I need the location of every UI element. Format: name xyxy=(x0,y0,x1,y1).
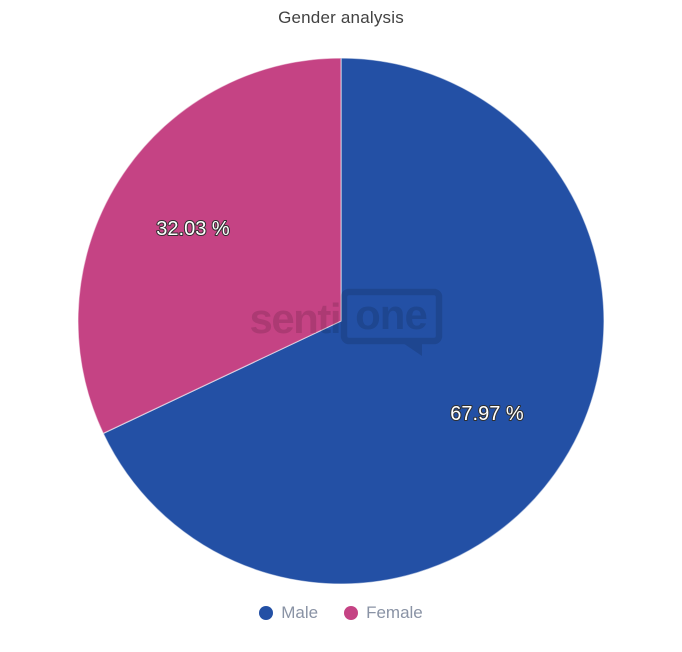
watermark-one-text: one xyxy=(355,291,427,338)
legend-item-male[interactable]: Male xyxy=(259,603,318,623)
pie-slice-male[interactable] xyxy=(102,57,605,585)
chart-title: Gender analysis xyxy=(278,8,404,27)
female-swatch-icon xyxy=(344,606,359,620)
legend-label-female: Female xyxy=(366,603,423,622)
legend-label-male: Male xyxy=(281,603,319,622)
legend: Male Female xyxy=(0,603,682,623)
pie-slice-female[interactable] xyxy=(77,57,342,434)
watermark: senti one xyxy=(249,288,443,356)
slice-label-male: 67.97 % xyxy=(450,403,524,425)
watermark-bubble-tail-icon xyxy=(397,339,422,356)
legend-item-female[interactable]: Female xyxy=(344,603,423,623)
slice-label-female: 32.03 % xyxy=(156,218,230,240)
male-swatch-icon xyxy=(259,606,274,620)
watermark-speech-bubble xyxy=(340,288,443,345)
watermark-senti-text: senti xyxy=(249,295,340,342)
